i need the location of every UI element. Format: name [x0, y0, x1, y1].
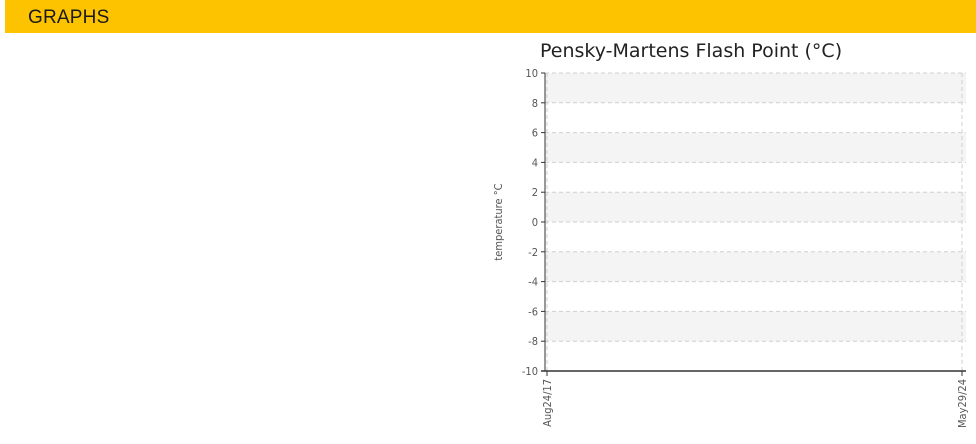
chart-plot: 10 8 6 4 2 0 -2 -4 -6 -8 -10 Aug24/17 May29/24 temp… — [492, 67, 969, 428]
y-tick-label: 10 — [525, 67, 538, 80]
y-tick-label: 4 — [532, 156, 538, 169]
y-tick-label: 0 — [532, 216, 538, 229]
chart-grid — [545, 72, 966, 371]
y-tick-label: -10 — [522, 365, 538, 378]
flash-point-chart: Pensky-Martens Flash Point (°C) 10 8 6 4 2 0 -… — [480, 36, 976, 439]
chart-bands — [545, 73, 966, 342]
y-tick-label: -6 — [528, 305, 538, 318]
chart-band — [545, 192, 966, 222]
x-tick-label: May29/24 — [956, 379, 969, 428]
section-title: GRAPHS — [28, 7, 110, 28]
section-header-bar: GRAPHS — [5, 0, 976, 33]
x-tick-label: Aug24/17 — [541, 379, 554, 427]
y-tick-label: 8 — [532, 97, 538, 110]
y-tick-label: 6 — [532, 127, 538, 140]
chart-x-ticks: Aug24/17 May29/24 — [541, 371, 969, 428]
y-axis-label: temperature °C — [492, 183, 505, 260]
y-tick-label: 2 — [532, 186, 538, 199]
chart-band — [545, 132, 966, 163]
chart-band — [545, 251, 966, 282]
chart-y-ticks: 10 8 6 4 2 0 -2 -4 -6 -8 -10 — [522, 67, 545, 378]
y-tick-label: -2 — [528, 246, 538, 259]
y-tick-label: -4 — [528, 276, 538, 289]
chart-band — [545, 73, 966, 103]
chart-title: Pensky-Martens Flash Point (°C) — [540, 40, 843, 62]
y-tick-label: -8 — [528, 335, 538, 348]
chart-band — [545, 311, 966, 342]
